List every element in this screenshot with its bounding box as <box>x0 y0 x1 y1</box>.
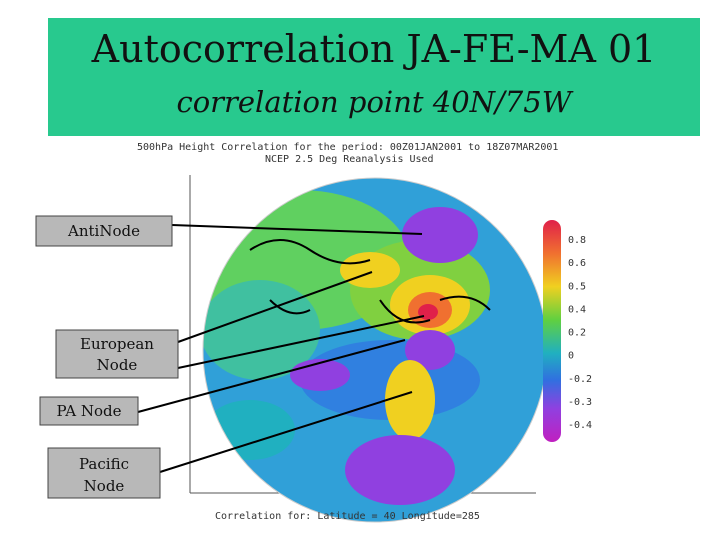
title: Autocorrelation JA-FE-MA 01 <box>91 27 657 71</box>
figure-caption: Correlation for: Latitude = 40 Longitude… <box>215 511 480 522</box>
colorbar-label: 0.5 <box>568 281 586 292</box>
european-node-label: European <box>80 335 154 353</box>
colorbar-label: 0.6 <box>568 258 586 269</box>
figure-header: 500hPa Height Correlation for the period… <box>137 142 558 153</box>
pacific-node-label: Node <box>84 477 125 495</box>
label-box <box>35 215 173 247</box>
label-box <box>39 396 139 426</box>
correlation-map <box>203 178 547 522</box>
figure-header: NCEP 2.5 Deg Reanalysis Used <box>265 154 434 165</box>
colorbar-label: -0.3 <box>568 397 592 408</box>
colorbar-label: 0 <box>568 351 574 362</box>
colorbar <box>543 220 561 442</box>
european-node-label: Node <box>97 356 138 374</box>
colorbar-label: 0.2 <box>568 328 586 339</box>
title-banner <box>48 18 700 136</box>
anti-node-label: AntiNode <box>67 222 140 240</box>
subtitle: correlation point 40N/75W <box>176 85 573 119</box>
colorbar-label: -0.4 <box>568 420 592 431</box>
pacific-node-label: Pacific <box>79 455 129 473</box>
colorbar-label: 0.8 <box>568 235 586 246</box>
colorbar-label: -0.2 <box>568 374 592 385</box>
pa-node-label: PA Node <box>57 402 122 420</box>
label-box <box>47 447 161 499</box>
arrows <box>137 224 425 473</box>
label-box <box>55 329 179 379</box>
colorbar-label: 0.4 <box>568 304 586 315</box>
